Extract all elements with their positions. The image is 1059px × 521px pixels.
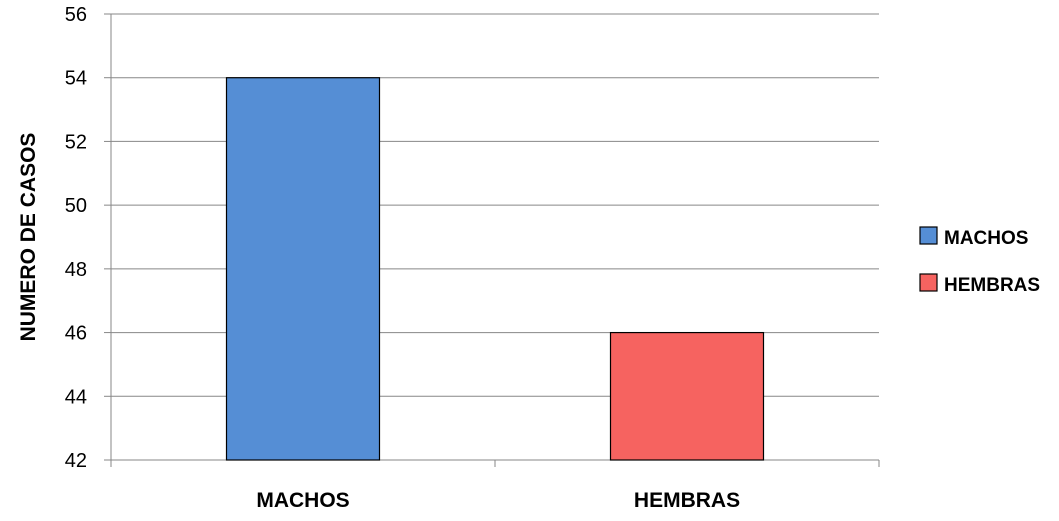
bar-hembras: [609, 331, 765, 461]
y-axis-title: NUMERO DE CASOS: [17, 133, 40, 342]
x-tick-label: HEMBRAS: [634, 489, 740, 512]
y-tick-label: 48: [65, 259, 87, 281]
legend-label: HEMBRAS: [944, 275, 1040, 296]
bar-machos: [225, 77, 381, 461]
y-tick-label: 52: [65, 131, 87, 153]
y-tick-label: 46: [65, 323, 87, 345]
legend: MACHOS HEMBRAS: [919, 226, 1040, 296]
y-tick-label: 56: [65, 4, 87, 26]
y-tick-label: 50: [65, 195, 87, 217]
y-tick-label: 54: [65, 68, 87, 90]
legend-swatch-machos: [919, 226, 938, 245]
x-tick-label: MACHOS: [256, 489, 349, 512]
legend-swatch-hembras: [919, 273, 938, 292]
y-tick-label: 44: [65, 386, 87, 408]
y-tick-labels: 42 44 46 48 50 52 54 56: [65, 4, 111, 472]
y-tick-label: 42: [65, 450, 87, 472]
x-tick-labels: MACHOS HEMBRAS: [256, 489, 740, 512]
legend-label: MACHOS: [944, 228, 1028, 249]
bars: [225, 77, 765, 461]
